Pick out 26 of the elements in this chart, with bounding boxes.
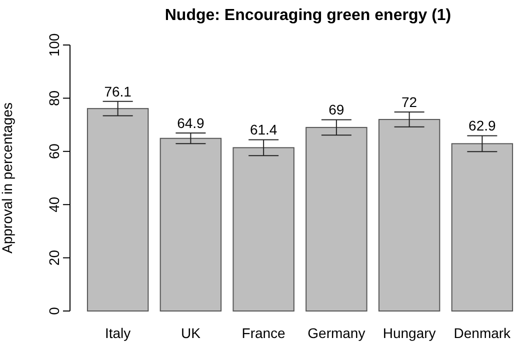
y-tick-label: 20 — [46, 250, 62, 266]
y-tick-label: 40 — [46, 196, 62, 212]
data-label: 76.1 — [104, 83, 132, 100]
data-label: 62.9 — [468, 118, 496, 134]
bar — [160, 138, 222, 312]
bar — [378, 118, 440, 312]
data-label: 69 — [328, 102, 344, 118]
x-tick-label: UK — [180, 325, 202, 341]
x-tick-label: Italy — [104, 325, 131, 341]
data-label: 72 — [402, 94, 418, 110]
y-tick-label: 80 — [46, 90, 62, 106]
chart-title: Nudge: Encouraging green energy (1) — [164, 7, 452, 24]
y-tick-label: 60 — [46, 143, 62, 160]
y-tick-label: 100 — [46, 33, 62, 57]
x-tick-label: Hungary — [382, 325, 436, 341]
data-label: 61.4 — [250, 122, 278, 138]
bar — [86, 108, 149, 312]
x-tick-label: Denmark — [454, 325, 512, 341]
x-tick-label: Germany — [308, 325, 366, 341]
bar — [306, 126, 368, 312]
y-tick-label: 0 — [46, 306, 62, 315]
bar — [451, 143, 514, 312]
x-tick-label: France — [242, 325, 286, 341]
data-label: 64.9 — [177, 115, 205, 132]
bar — [232, 147, 294, 312]
y-axis-title: Approval in percentages — [0, 102, 15, 254]
